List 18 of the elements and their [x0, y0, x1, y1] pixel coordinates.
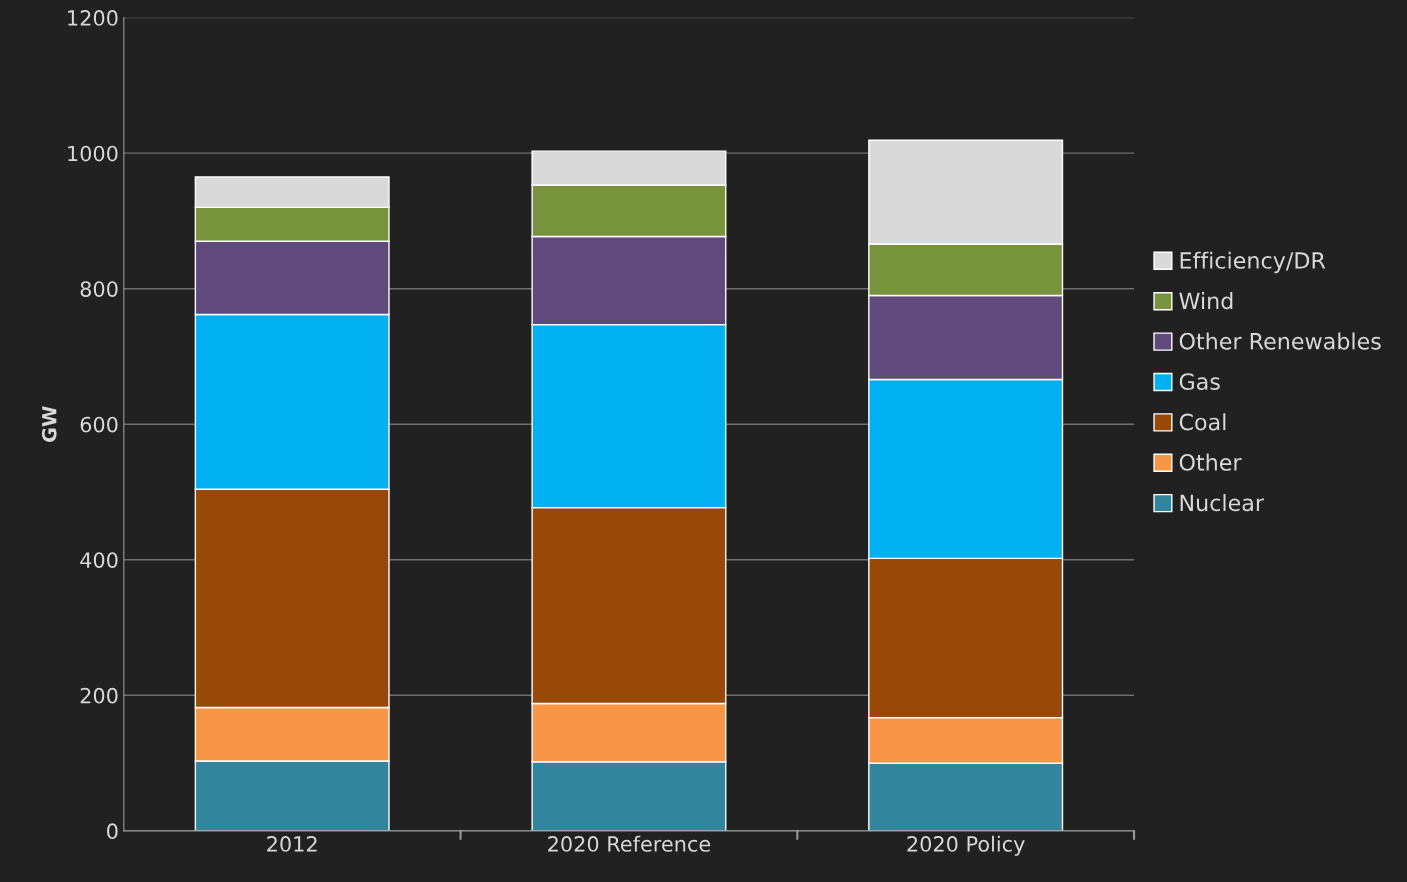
y-tick-label: 0 — [107, 823, 118, 840]
y-tick-label: 400 — [80, 552, 118, 568]
y-tick-label: 800 — [80, 281, 118, 297]
y-tick-label: 600 — [80, 416, 118, 433]
legend-label: Other — [1179, 453, 1242, 471]
legend-label: Wind — [1179, 292, 1233, 310]
x-tick-label: 2012 — [267, 836, 317, 852]
y-axis-title: GW — [41, 406, 57, 442]
legend-label: Nuclear — [1180, 494, 1265, 512]
y-tick-label: 1000 — [68, 145, 118, 162]
legend-label: Other Renewables — [1179, 332, 1381, 350]
legend-label: Efficiency/DR — [1180, 251, 1326, 274]
y-tick-label: 1200 — [68, 10, 118, 26]
y-tick-label: 200 — [80, 687, 118, 704]
x-tick-label: 2020 Policy — [907, 835, 1025, 856]
legend-label: Gas — [1179, 373, 1220, 391]
legend-label: Coal — [1179, 413, 1226, 431]
x-tick-label: 2020 Reference — [548, 835, 711, 852]
